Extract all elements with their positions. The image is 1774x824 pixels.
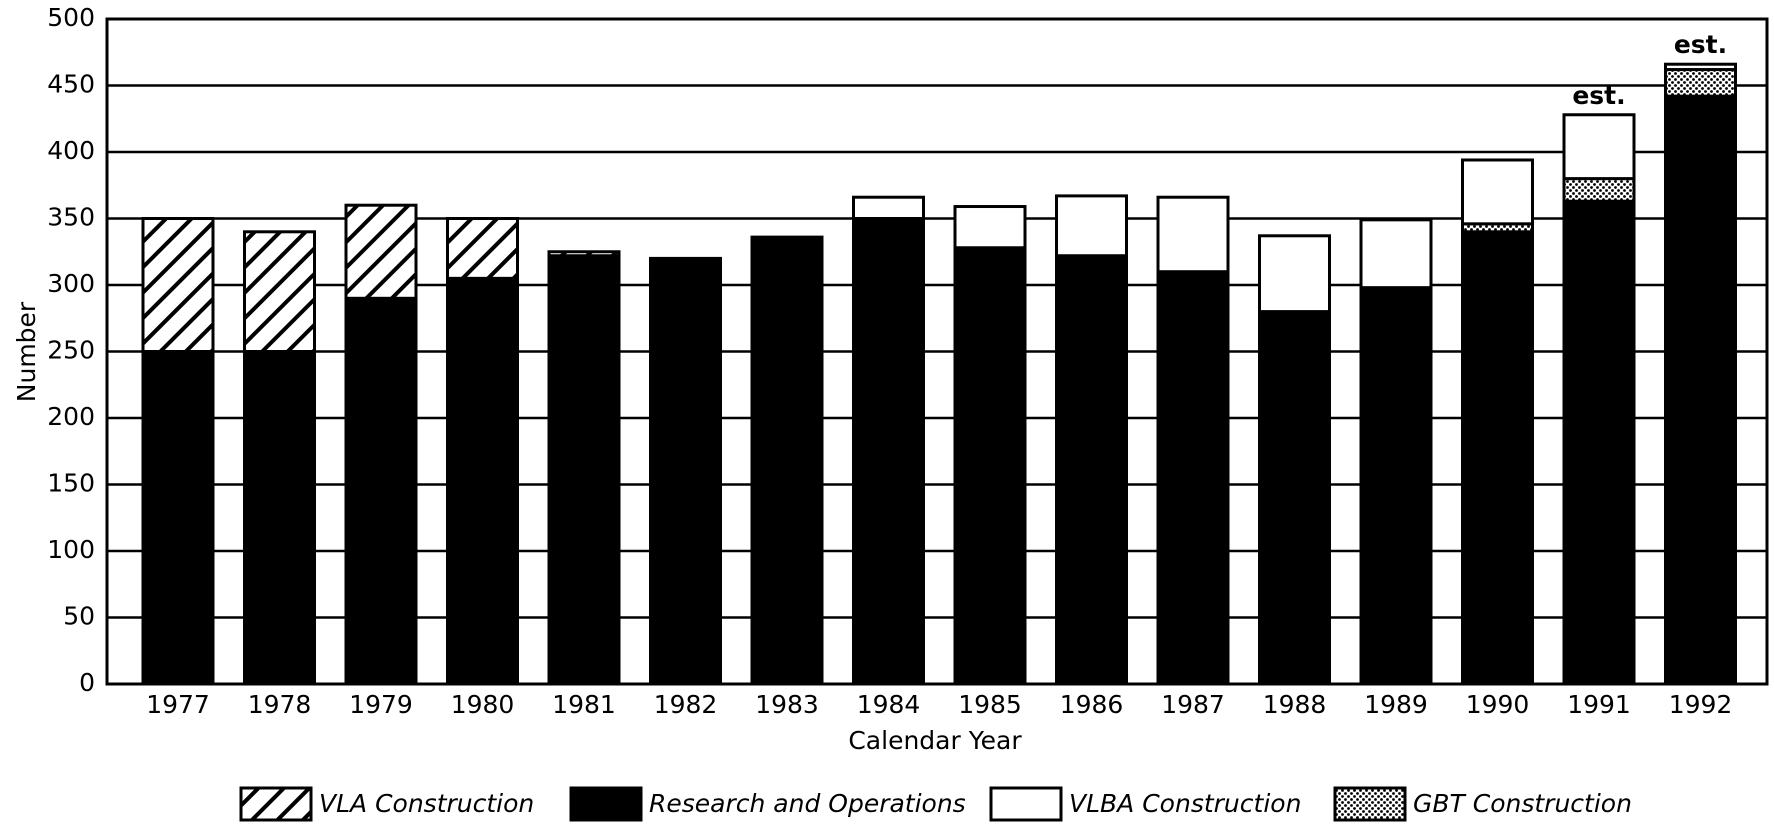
x-tick-label: 1990	[1466, 690, 1530, 719]
y-tick-label: 500	[47, 3, 95, 32]
bar-segment	[1562, 113, 1636, 181]
x-tick-label: 1978	[248, 690, 312, 719]
bar-segment	[243, 350, 316, 686]
bar-segment	[547, 254, 621, 686]
legend-swatch	[989, 786, 1063, 822]
y-tick-label: 350	[47, 203, 95, 232]
bar-segment	[1664, 62, 1737, 72]
x-tick-label: 1984	[857, 690, 921, 719]
bar-segment	[852, 217, 925, 686]
legend-swatch	[239, 786, 313, 822]
legend-label: VLA Construction	[319, 789, 534, 818]
x-tick-label: 1986	[1060, 690, 1124, 719]
bar-segment	[953, 205, 1027, 250]
y-tick-label: 150	[47, 469, 95, 498]
y-tick-label: 250	[47, 336, 95, 365]
bar-segment	[1562, 177, 1636, 203]
x-tick-label: 1987	[1161, 690, 1225, 719]
x-tick-label: 1989	[1364, 690, 1428, 719]
y-tick-label: 400	[47, 136, 95, 165]
bar-segment	[1156, 195, 1230, 274]
x-tick-label: 1992	[1669, 690, 1733, 719]
x-tick-label: 1980	[451, 690, 515, 719]
plot-frame	[105, 17, 1769, 686]
bar-segment	[1664, 94, 1737, 686]
bar-segment	[1461, 230, 1534, 686]
y-tick-label: 200	[47, 402, 95, 431]
y-tick-label: 100	[47, 535, 95, 564]
bar-segment	[1055, 254, 1128, 686]
bar-segment	[852, 195, 925, 221]
legend-swatch	[1333, 786, 1407, 822]
bar-segment	[547, 250, 621, 258]
x-tick-label: 1985	[958, 690, 1022, 719]
bar-segment	[1664, 68, 1737, 98]
x-tick-label: 1977	[146, 690, 210, 719]
legend-label: GBT Construction	[1413, 789, 1632, 818]
bar-segment	[446, 276, 519, 686]
x-axis-label: Calendar Year	[848, 726, 1022, 755]
x-tick-label: 1981	[552, 690, 616, 719]
y-tick-label: 0	[79, 668, 95, 697]
bar-segment	[1562, 199, 1636, 686]
y-tick-label: 50	[63, 602, 95, 631]
y-axis-label: Number	[12, 301, 41, 402]
x-tick-label: 1979	[349, 690, 413, 719]
x-tick-label: 1991	[1567, 690, 1631, 719]
bar-segment	[1461, 158, 1534, 226]
y-tick-label: 300	[47, 269, 95, 298]
bar-segment	[141, 350, 215, 686]
annotation: est.	[1572, 81, 1625, 110]
x-tick-label: 1988	[1263, 690, 1327, 719]
legend-label: VLBA Construction	[1069, 789, 1301, 818]
bar-segment	[1156, 270, 1230, 686]
bar-segment	[446, 217, 519, 280]
legend-label: Research and Operations	[649, 789, 966, 818]
bar-segment	[1359, 286, 1433, 686]
bar-segment	[1055, 194, 1128, 258]
annotation: est.	[1674, 30, 1727, 59]
bar-segment	[1258, 310, 1331, 686]
bar-segment	[953, 246, 1027, 686]
legend-swatch	[569, 786, 643, 822]
bar-segment	[344, 296, 418, 686]
y-tick-label: 450	[47, 70, 95, 99]
bar-segment	[750, 235, 824, 686]
bar-segment	[649, 256, 722, 686]
bar-segment	[1359, 218, 1433, 290]
bar-segment	[141, 217, 215, 353]
bar-segment	[1258, 234, 1331, 314]
bar-segment	[344, 203, 418, 300]
bar-segment	[243, 230, 316, 353]
x-tick-label: 1982	[654, 690, 718, 719]
x-tick-label: 1983	[755, 690, 819, 719]
